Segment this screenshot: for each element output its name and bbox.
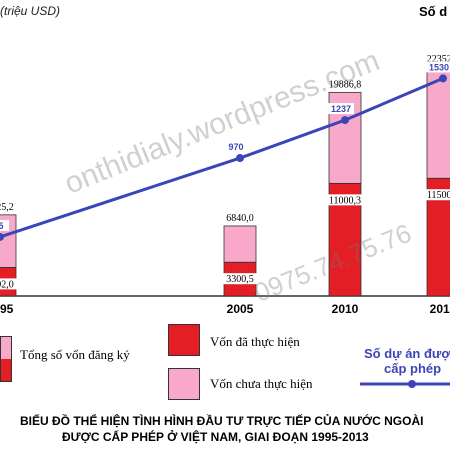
legend-line-label-1: Số dự án được [364,346,450,361]
line-label-bg-1995 [0,219,9,231]
implemented-label-1995: 2792,0 [0,279,14,290]
legend-implemented-swatch [168,324,200,356]
legend-not-implemented-swatch [168,368,200,400]
total-label-2010: 19886,8 [329,79,362,90]
line-point-2010 [341,116,349,125]
implemented-label-2005: 3300,5 [226,274,254,285]
implemented-label-bg-1995 [0,278,17,290]
bar-not-implemented-2005 [223,225,257,263]
line-point-2013 [439,74,447,83]
unit-label: (triệu USD) [0,4,61,18]
legend-implemented-label: Vốn đã thực hiện [210,334,300,349]
caption-line-1: BIỂU ĐỒ THỂ HIỆN TÌNH HÌNH ĐẦU TƯ TRỰC T… [20,414,424,428]
total-label-2013: 22352,2 [427,54,450,65]
line-label-2013: 1530 [429,62,449,72]
line-label-2010: 1237 [331,104,351,114]
legend-total-label: Tổng số vốn đăng ký [20,347,130,362]
category-label-2010: 2010 [332,302,359,316]
legend-total-swatch [0,336,12,382]
implemented-label-2013: 11500,0 [427,190,450,201]
legend-line-label-2: cấp phép [384,361,442,376]
category-label-2005: 2005 [227,302,254,316]
implemented-label-bg-2010 [328,194,362,206]
line-label-1995: 415 [0,221,4,231]
implemented-label-2010: 11000,3 [329,195,361,206]
line-point-1995 [0,232,4,241]
implemented-label-bg-2005 [223,273,257,285]
line-label-bg-2005 [223,141,249,153]
category-label-2013: 2013 [430,302,450,316]
caption-line-2: ĐƯỢC CẤP PHÉP Ở VIỆT NAM, GIAI ĐOẠN 1995… [62,430,369,444]
total-label-2005: 6840,0 [226,213,254,224]
category-label-1995: 1995 [0,302,14,316]
line-label-bg-2010 [328,103,354,115]
line-label-2005: 970 [228,142,243,152]
right-axis-title: Số d [419,4,448,19]
total-label-1995: 7925,2 [0,202,14,213]
line-projects [0,77,444,239]
line-point-2005 [236,154,244,163]
implemented-label-bg-2013 [426,189,450,201]
legend-not-implemented-label: Vốn chưa thực hiện [210,376,313,391]
line-label-bg-2013 [426,61,450,73]
legend-line-swatch [360,380,450,388]
